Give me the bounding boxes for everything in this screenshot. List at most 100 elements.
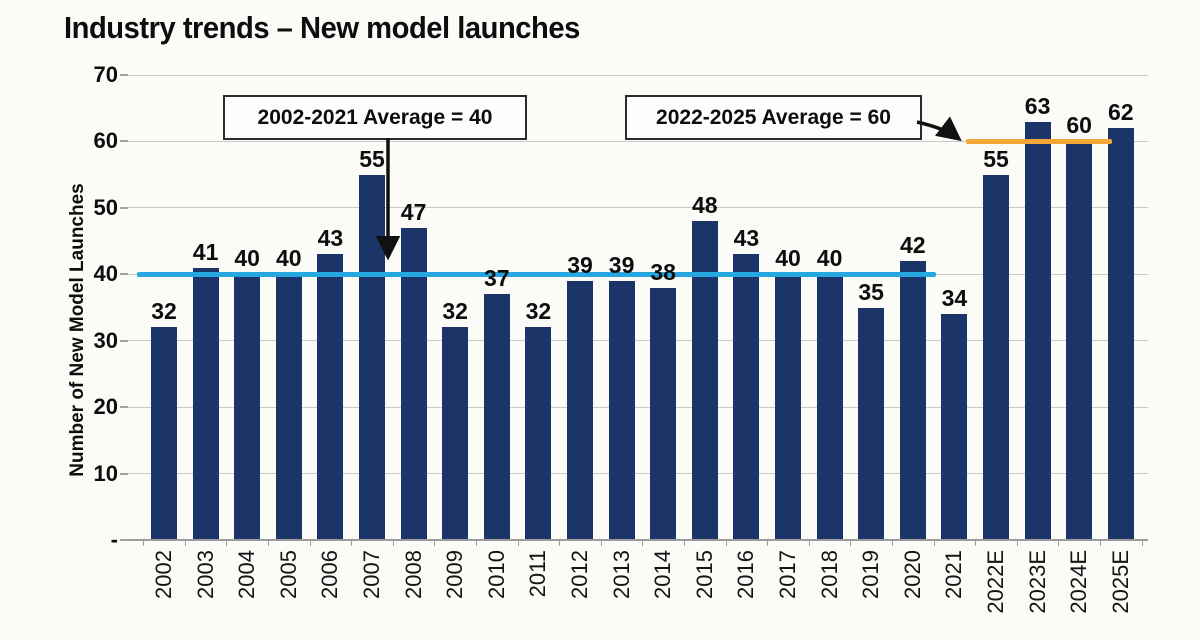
bar-value-label: 41 — [192, 238, 219, 265]
y-axis-tick — [120, 140, 128, 143]
x-axis-tick — [725, 540, 727, 546]
bar-2022E — [983, 174, 1009, 540]
bar-value-label: 43 — [317, 225, 344, 252]
x-axis-tick-label: 2025E — [1107, 550, 1133, 614]
bar-2025E — [1107, 128, 1134, 540]
bar-2013 — [608, 280, 635, 540]
y-axis-tick-label: 50 — [93, 194, 118, 220]
bar-value-label: 40 — [816, 245, 843, 272]
bar-2017 — [775, 274, 801, 540]
x-axis-tick — [850, 540, 852, 546]
gridline — [128, 406, 1148, 408]
bar-2011 — [525, 327, 552, 540]
bar-2009 — [442, 327, 469, 540]
x-axis-tick — [892, 540, 893, 546]
x-axis-tick — [767, 540, 769, 546]
x-axis-tick — [600, 540, 602, 546]
x-axis-tick — [143, 540, 145, 546]
gridline — [128, 140, 1148, 142]
x-axis-tick — [642, 540, 644, 546]
x-axis-tick-label: 2005 — [275, 550, 301, 599]
bar-2003 — [192, 267, 219, 540]
x-axis-tick — [1141, 540, 1143, 546]
x-axis-tick — [1100, 540, 1101, 546]
bar-value-label: 47 — [400, 198, 427, 225]
bar-value-label: 37 — [484, 265, 510, 292]
y-axis-tick — [120, 206, 128, 209]
bar-2016 — [733, 254, 760, 540]
bar-value-label: 39 — [608, 251, 635, 278]
y-axis-tick — [120, 406, 128, 409]
x-axis-tick-label: 2021 — [941, 550, 967, 599]
bar-value-label: 63 — [1024, 92, 1051, 119]
arrow-to-2022-2025-average-line — [916, 116, 962, 142]
bar-2020 — [899, 261, 926, 540]
y-axis-tick-label: 20 — [93, 394, 118, 420]
callout-2022-2025-average-label: 2022-2025 Average = 60 — [656, 105, 891, 129]
bar-2006 — [317, 254, 344, 540]
x-axis-tick-label: 2013 — [608, 550, 634, 599]
x-axis-tick-label: 2024E — [1066, 550, 1092, 614]
x-axis-tick — [559, 540, 561, 546]
bar-value-label: 40 — [234, 245, 260, 272]
x-axis-tick — [309, 540, 311, 546]
x-axis-line — [128, 539, 1148, 541]
bar-value-label: 38 — [650, 258, 676, 285]
bar-value-label: 35 — [858, 278, 884, 305]
bar-value-label: 55 — [983, 145, 1009, 172]
chart-title: Industry trends – New model launches — [64, 10, 580, 45]
x-axis-tick-label: 2023E — [1024, 550, 1050, 614]
x-axis-tick-label: 2010 — [483, 550, 509, 599]
callout-2022-2025-average: 2022-2025 Average = 60 — [625, 95, 922, 140]
bar-2002 — [151, 327, 177, 540]
callout-2002-2021-average: 2002-2021 Average = 40 — [223, 95, 527, 140]
gridline — [128, 207, 1148, 209]
gridline — [128, 473, 1148, 475]
bar-value-label: 42 — [900, 232, 926, 258]
bar-value-label: 32 — [151, 298, 177, 325]
x-axis-tick-label: 2011 — [525, 550, 551, 598]
x-axis-tick — [1016, 540, 1018, 546]
x-axis-tick-label: 2003 — [192, 550, 218, 599]
y-axis-tick — [120, 273, 128, 276]
bar-2021 — [941, 314, 968, 540]
y-axis-tick — [120, 74, 128, 76]
x-axis-tick — [226, 540, 228, 546]
y-axis-tick-label: 60 — [93, 128, 118, 154]
average-line-2022-2025 — [966, 138, 1112, 144]
x-axis-tick-label: 2009 — [442, 550, 468, 599]
x-axis-tick — [268, 540, 269, 546]
x-axis-tick-label: 2015 — [691, 550, 717, 599]
bar-2008 — [400, 227, 427, 540]
x-axis-tick — [476, 540, 477, 546]
bar-2012 — [567, 280, 593, 540]
x-axis-tick-label: 2017 — [775, 550, 800, 599]
bar-2015 — [691, 221, 718, 540]
x-axis-tick — [975, 540, 977, 546]
x-axis-tick — [184, 540, 186, 546]
x-axis-tick — [1058, 540, 1060, 546]
x-axis-tick — [684, 540, 685, 546]
x-axis-tick-label: 2006 — [317, 550, 343, 599]
bar-value-label: 48 — [692, 192, 718, 219]
y-axis-tick-label: 70 — [93, 62, 118, 87]
x-axis-tick — [933, 540, 935, 546]
bar-value-label: 40 — [276, 245, 302, 272]
bar-2014 — [650, 287, 677, 540]
bar-value-label: 60 — [1066, 112, 1092, 139]
x-axis-tick-label: 2002 — [151, 550, 176, 599]
bar-2007 — [359, 174, 385, 540]
x-axis-tick-label: 2016 — [733, 550, 759, 599]
bar-2004 — [234, 274, 261, 540]
gridline — [128, 340, 1148, 342]
x-axis-tick — [434, 540, 436, 546]
bar-value-label: 32 — [442, 298, 468, 325]
bar-2018 — [816, 274, 843, 540]
bar-value-label: 43 — [733, 225, 760, 252]
x-axis-tick — [351, 540, 353, 546]
x-axis-tick — [517, 540, 519, 546]
x-axis-tick — [808, 540, 810, 546]
y-axis-tick-label: 10 — [93, 460, 118, 486]
bar-value-label: 55 — [359, 145, 385, 172]
